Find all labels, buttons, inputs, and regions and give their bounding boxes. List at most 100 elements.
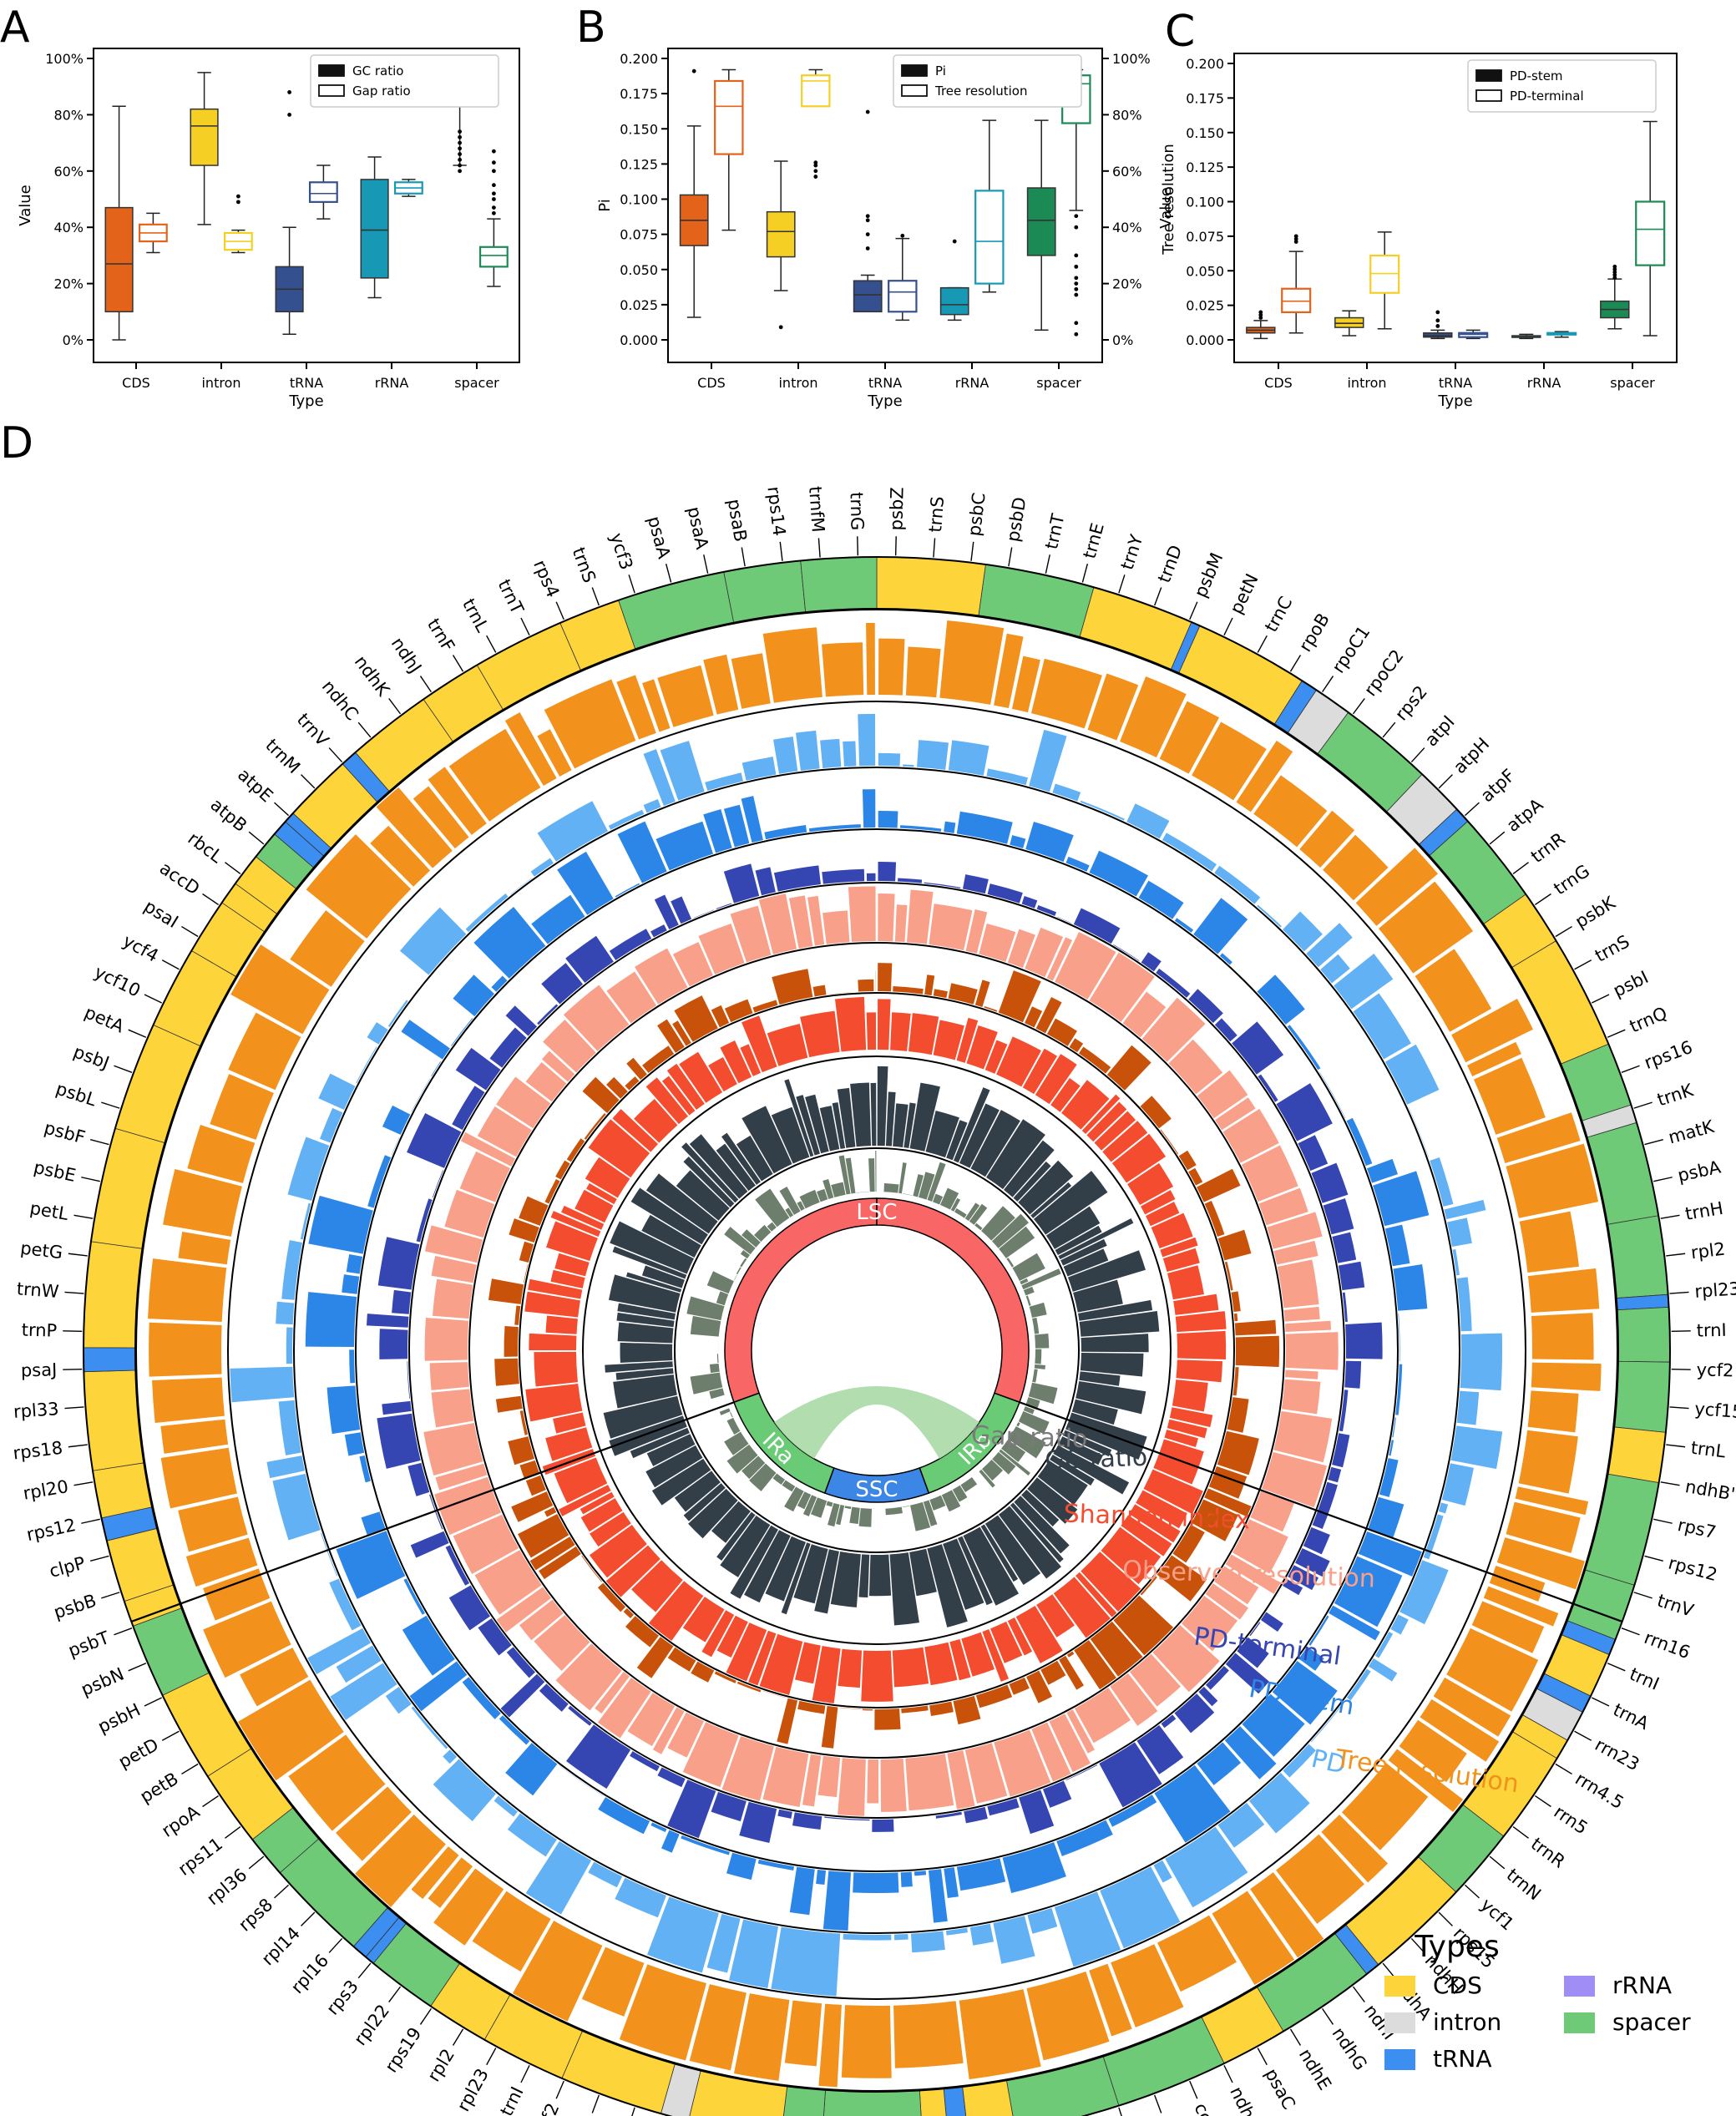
outlier-point [1293, 240, 1298, 244]
track-bar [1193, 898, 1248, 954]
track-bar [1074, 1640, 1116, 1690]
track-bar [729, 1919, 779, 1988]
track-bar [816, 1869, 827, 1885]
track-bar [1035, 997, 1062, 1034]
track-bar [946, 1120, 968, 1161]
track-bar [1506, 1501, 1581, 1553]
track-bar [838, 1758, 866, 1816]
gene-label: petB [136, 1769, 181, 1807]
outlier-point [287, 113, 291, 117]
track-bar [1030, 658, 1102, 729]
track-bar [1002, 1841, 1066, 1894]
track-bar [1025, 1006, 1043, 1028]
track-bar [1451, 998, 1533, 1063]
track-bar [203, 1568, 271, 1621]
gene-label-tick [274, 1884, 290, 1899]
track-label: Observed resolution [1122, 1556, 1376, 1594]
gene-label-tick [1410, 747, 1425, 763]
x-tick-label: tRNA [868, 375, 902, 391]
track-bar [544, 1178, 560, 1204]
gene-label-tick [452, 2028, 464, 2046]
track-bar [1346, 1117, 1373, 1167]
track-bar [210, 1074, 274, 1140]
region-boundary [1014, 1399, 1623, 1622]
track-bar [642, 679, 671, 732]
track-bar [1058, 1436, 1103, 1466]
track-bar [705, 772, 744, 792]
track-bar [883, 1182, 899, 1193]
outlier-point [492, 191, 496, 196]
track-bar [674, 995, 718, 1042]
track-bar [878, 862, 897, 882]
track-bar [817, 1188, 828, 1202]
track-bar [878, 893, 895, 942]
track-bar [877, 1066, 888, 1147]
track-bar [451, 1018, 473, 1046]
track-bar [1172, 1379, 1208, 1412]
track-bar [455, 1047, 501, 1091]
track-bar [367, 1155, 392, 1208]
gene-label: rps14 [763, 485, 789, 537]
gene-label: trnS [925, 496, 948, 534]
track-bar [1086, 1101, 1127, 1142]
track-bar [1153, 1439, 1204, 1485]
track-bar [545, 1427, 593, 1461]
track-bar [1276, 1083, 1333, 1142]
gene-label-tick [328, 747, 343, 763]
gene-label: psbK [1572, 892, 1619, 932]
track-bar [959, 1989, 1041, 2080]
y-tick-label: 0.175 [620, 86, 658, 102]
track-bar [625, 1076, 640, 1091]
track-bar [822, 910, 850, 944]
track-bar [493, 1795, 518, 1817]
track-bar [792, 1812, 822, 1830]
legend-swatch-trna [1384, 2049, 1415, 2070]
track-bar [1232, 1519, 1288, 1574]
track-bar [544, 1506, 557, 1517]
box-outline [888, 280, 918, 313]
x-axis-label: Type [867, 392, 902, 410]
track-bar [1217, 1229, 1252, 1261]
track-bar [986, 768, 1029, 786]
track-bar [898, 878, 923, 883]
track-bar [1281, 1379, 1321, 1415]
track-bar [682, 1722, 739, 1788]
gene-label: rpl23 [453, 2065, 493, 2114]
track-bar [850, 1082, 872, 1147]
track-bar [306, 834, 412, 939]
track-bar [444, 1189, 495, 1238]
x-tick-label: rRNA [1527, 375, 1561, 391]
gene-label: rpoC1 [1328, 622, 1374, 676]
gene-label: rrn16 [1642, 1627, 1693, 1663]
gene-label: psbB [51, 1591, 99, 1623]
track-bar [612, 1246, 687, 1279]
track-bar [1273, 1410, 1333, 1463]
track-bar [1312, 1481, 1338, 1530]
track-bar [433, 1868, 504, 1946]
track-bar [999, 1506, 1061, 1579]
gene-label-tick [388, 1986, 402, 2002]
outlier-point [1612, 272, 1617, 277]
track-bar [1021, 1489, 1060, 1526]
track-bar [945, 1927, 969, 1936]
box-filled [360, 179, 389, 279]
track-bar [1197, 1742, 1242, 1785]
track-bar [773, 865, 822, 892]
track-bar [1172, 1524, 1205, 1563]
track-bar [903, 1102, 916, 1149]
outlier-point [952, 239, 957, 244]
track-bar [953, 1695, 981, 1725]
x-tick-label: intron [778, 375, 817, 391]
gene-label: trnF [423, 615, 458, 655]
track-bar [1061, 1080, 1110, 1130]
track-bar [1273, 1240, 1318, 1265]
track-bar [910, 1501, 931, 1531]
track-bar [1515, 1486, 1589, 1516]
track-bar [1527, 1390, 1579, 1433]
track-bar [885, 1091, 896, 1147]
outlier-point [1074, 332, 1079, 337]
track-bar [1053, 1445, 1130, 1495]
track-bar [342, 1274, 360, 1294]
track-bar [452, 1086, 485, 1131]
